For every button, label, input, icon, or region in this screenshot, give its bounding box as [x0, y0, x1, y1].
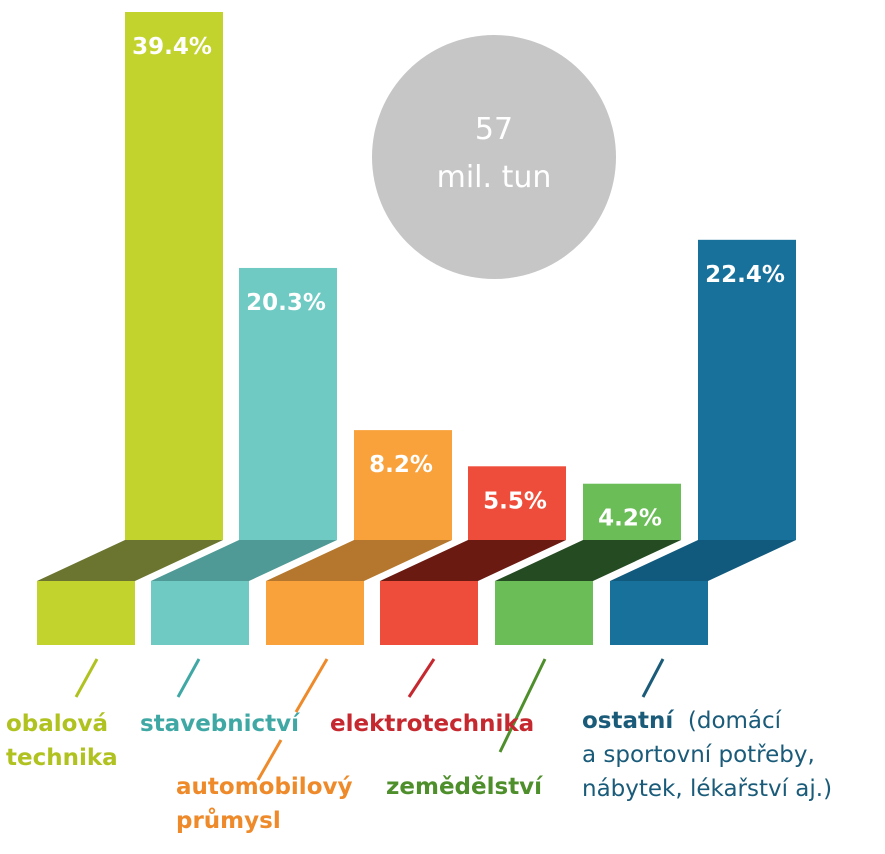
- leader-line: [176, 658, 201, 698]
- leader-line: [498, 658, 547, 753]
- bar-value-label: 39.4%: [132, 34, 212, 60]
- category-label: zemědělství: [386, 770, 542, 804]
- leader-line: [641, 658, 665, 698]
- leader-line: [294, 658, 329, 713]
- bar-value-label: 4.2%: [598, 506, 662, 532]
- category-label-line: ostatní (domácí: [582, 708, 782, 734]
- leader-line: [407, 658, 436, 698]
- bar-front: [610, 581, 708, 645]
- leader-lines-group: [74, 658, 665, 781]
- category-label-line: zemědělství: [386, 774, 543, 800]
- bar-fold: [495, 540, 681, 581]
- value-labels-group: 39.4% 20.3% 8.2% 5.5% 4.2% 22.4%: [132, 34, 785, 532]
- bar-back: [698, 239, 796, 540]
- bar-back: [125, 12, 223, 540]
- category-label: ostatní (domácí a sportovní potřeby, nábyt…: [582, 704, 832, 806]
- bar-front: [266, 581, 364, 645]
- bar-value-label: 20.3%: [246, 290, 326, 316]
- category-label: obalová technika: [6, 707, 118, 775]
- bars-group: [37, 12, 796, 645]
- category-label: elektrotechnika: [330, 707, 534, 741]
- leader-line: [74, 658, 99, 698]
- category-label-extra-line: nábytek, lékařství aj.): [582, 776, 833, 802]
- bar-fold: [380, 540, 566, 581]
- bar-front: [151, 581, 249, 645]
- bar-back: [583, 483, 681, 540]
- bar-back: [239, 267, 337, 540]
- bar-fold: [610, 540, 796, 581]
- bar-back: [468, 466, 566, 540]
- category-label-extra-line: a sportovní potřeby,: [582, 742, 815, 768]
- bar-back: [354, 430, 452, 540]
- bar-front: [37, 581, 135, 645]
- category-label-line: elektrotechnika: [330, 711, 535, 737]
- leader-line: [256, 739, 283, 781]
- category-label-line: obalová: [6, 711, 108, 737]
- bar-value-label: 5.5%: [483, 488, 547, 514]
- category-label-line: technika: [6, 745, 118, 771]
- bar-value-label: 8.2%: [369, 452, 433, 478]
- category-label: automobilový průmysl: [176, 770, 352, 838]
- bar-front: [495, 581, 593, 645]
- bar-front: [380, 581, 478, 645]
- category-label-line: stavebnictví: [140, 711, 300, 737]
- bar-fold: [266, 540, 452, 581]
- total-circle: [372, 35, 616, 279]
- bar-fold: [37, 540, 223, 581]
- category-label-extra: (domácí: [673, 708, 782, 734]
- total-value: 57: [475, 112, 513, 147]
- total-unit: mil. tun: [437, 160, 552, 195]
- bar-fold: [151, 540, 337, 581]
- category-label: stavebnictví: [140, 707, 299, 741]
- category-label-line: automobilový: [176, 774, 353, 800]
- bar-value-label: 22.4%: [705, 262, 785, 288]
- category-label-line: průmysl: [176, 808, 281, 834]
